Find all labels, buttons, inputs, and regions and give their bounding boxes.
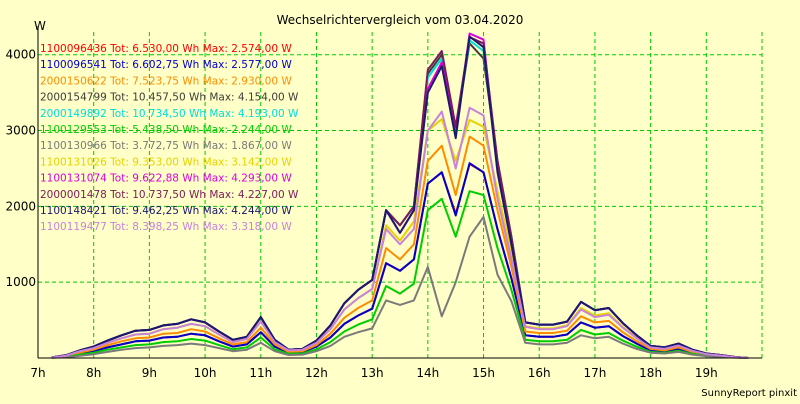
footer-text: SunnyReport pinxit: [701, 388, 797, 399]
legend-entry-2000001478: 2000001478 Tot: 10.737,50 Wh Max: 4.227,…: [40, 189, 299, 201]
y-tick-label: 3000: [5, 124, 36, 138]
x-tick-label: 14h: [416, 366, 439, 380]
series-line-2000150622: [51, 135, 749, 359]
chart-title: Wechselrichtervergleich vom 03.04.2020: [277, 13, 524, 27]
x-tick-label: 13h: [361, 366, 384, 380]
legend-entry-1100129553: 1100129553 Tot: 5.438,50 Wh Max: 2.244,0…: [40, 124, 292, 136]
x-tick-label: 10h: [194, 366, 217, 380]
series-line-1100096541: [51, 162, 749, 359]
legend-entry-2000150622: 2000150622 Tot: 7.523,75 Wh Max: 2.930,0…: [40, 75, 292, 87]
legend-entry-1100096541: 1100096541 Tot: 6.602,75 Wh Max: 2.577,0…: [40, 59, 292, 71]
y-tick-label: 1000: [5, 275, 36, 289]
legend: 1100096436 Tot: 6.530,00 Wh Max: 2.574,0…: [40, 43, 299, 233]
y-axis-label: W: [34, 19, 46, 33]
legend-entry-1100119477: 1100119477 Tot: 8.398,25 Wh Max: 3.318,0…: [40, 221, 292, 233]
series-line-1100119477: [51, 106, 749, 359]
x-tick-label: 16h: [528, 366, 551, 380]
y-tick-label: 4000: [5, 48, 36, 62]
x-tick-label: 7h: [30, 366, 45, 380]
axes-layer: 1000 2000 3000 4000 7h 8h 9h 10h 11h 12h 13h 14h 15h…: [5, 26, 762, 380]
series-line-1100129553: [51, 190, 749, 359]
legend-entry-2000154799: 2000154799 Tot: 10.457,50 Wh Max: 4.154,…: [40, 92, 299, 104]
legend-entry-1100096436: 1100096436 Tot: 6.530,00 Wh Max: 2.574,0…: [40, 43, 292, 55]
x-tick-label: 18h: [639, 366, 662, 380]
x-tick-label: 17h: [583, 366, 606, 380]
legend-entry-1100131074: 1100131074 Tot: 9.622,88 Wh Max: 4.293,0…: [40, 173, 292, 185]
legend-entry-1100131026: 1100131026 Tot: 9.353,00 Wh Max: 3.142,0…: [40, 156, 292, 168]
x-tick-label: 9h: [142, 366, 157, 380]
series-line-1100130966: [51, 216, 749, 359]
y-tick-label: 2000: [5, 199, 36, 213]
x-tick-label: 8h: [86, 366, 101, 380]
x-tick-label: 11h: [249, 366, 272, 380]
x-tick-label: 15h: [472, 366, 495, 380]
legend-entry-2000149892: 2000149892 Tot: 10.734,50 Wh Max: 4.193,…: [40, 108, 299, 120]
legend-entry-1100148421: 1100148421 Tot: 9.462,25 Wh Max: 4.244,0…: [40, 205, 292, 217]
x-tick-label: 19h: [695, 366, 718, 380]
series-layer: [51, 32, 749, 359]
legend-entry-1100130966: 1100130966 Tot: 3.772,75 Wh Max: 1.867,0…: [40, 140, 292, 152]
x-tick-label: 12h: [305, 366, 328, 380]
series-line-1100148421: [51, 35, 749, 359]
